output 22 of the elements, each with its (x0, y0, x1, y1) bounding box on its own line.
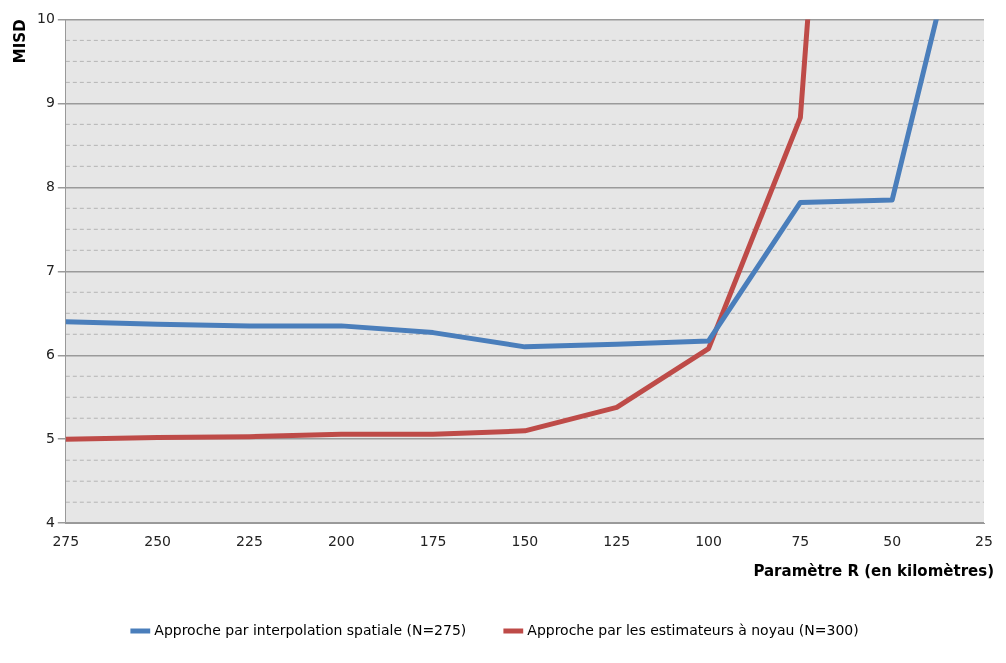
y-tick-label: 9 (45, 94, 55, 111)
y-tick-label: 5 (45, 429, 55, 446)
x-tick-label: 175 (419, 533, 447, 550)
x-tick-label: 125 (603, 533, 631, 550)
x-axis-title: Paramètre R (en kilomètres) (753, 562, 994, 581)
y-tick-label: 8 (45, 177, 55, 194)
legend-label: Approche par interpolation spatiale (N=275) (154, 621, 467, 638)
x-tick-label: 275 (52, 533, 80, 550)
x-tick-label: 150 (511, 533, 539, 550)
x-tick-label: 200 (327, 533, 355, 550)
x-tick-label: 100 (695, 533, 722, 550)
x-tick-label: 250 (144, 533, 171, 550)
y-tick-label: 6 (45, 345, 55, 362)
y-tick-label: 4 (45, 513, 55, 530)
y-tick-label: 7 (45, 261, 55, 278)
y-tick-label: 10 (36, 10, 55, 27)
y-axis-title: MISD (10, 19, 29, 64)
x-tick-label: 50 (883, 533, 902, 550)
x-tick-label: 225 (236, 533, 263, 550)
x-tick-label: 25 (975, 533, 993, 550)
legend-label: Approche par les estimateurs à noyau (N=300) (527, 621, 859, 638)
x-tick-label: 75 (791, 533, 810, 550)
